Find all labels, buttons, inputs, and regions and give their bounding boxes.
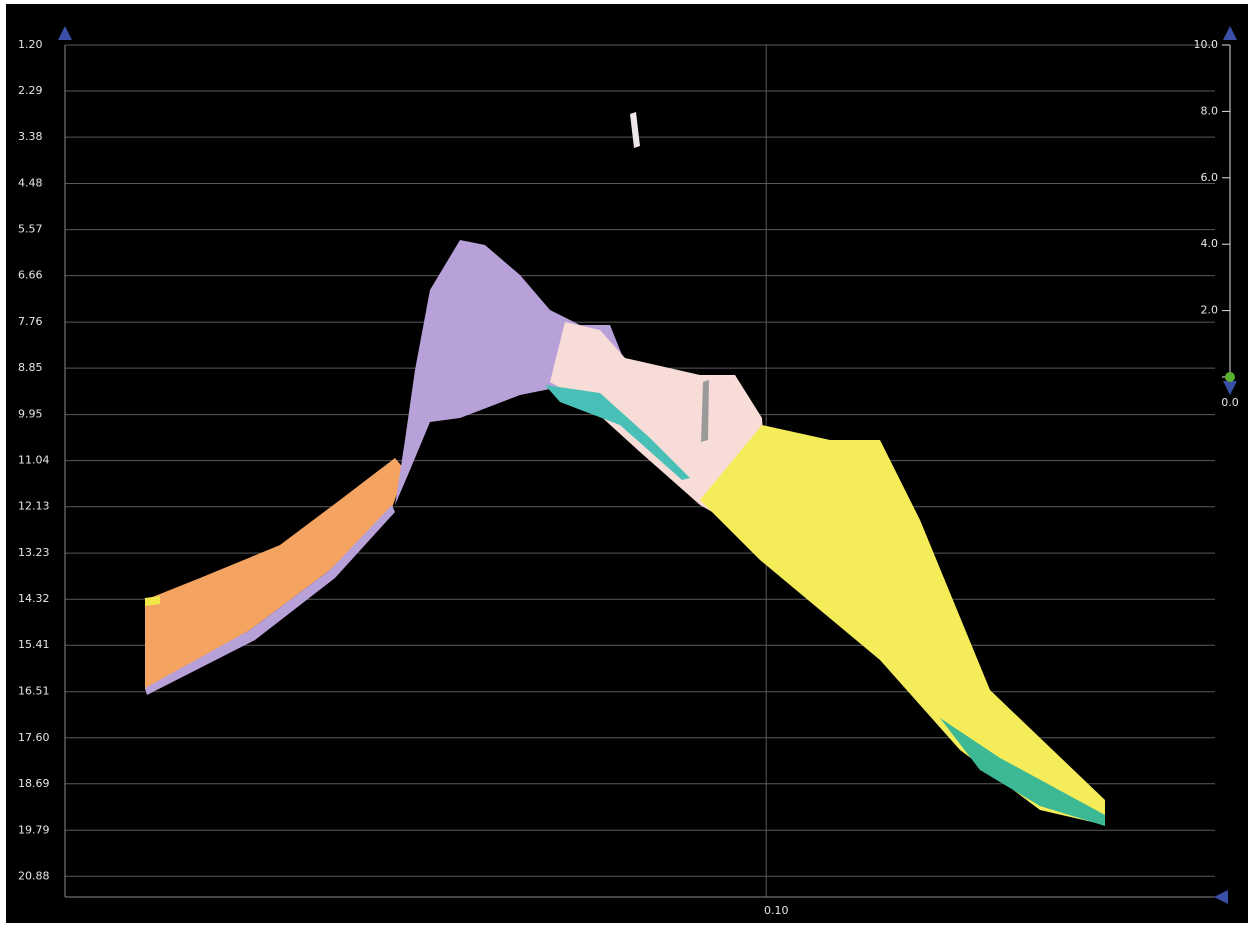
y-tick-label: 11.04: [18, 454, 50, 467]
y-tick-label: 7.76: [18, 315, 43, 328]
y-tick-label: 12.13: [18, 500, 50, 513]
y-tick-label: 20.88: [18, 869, 50, 882]
y-tick-label: 18.69: [18, 777, 50, 790]
y-tick-label: 17.60: [18, 731, 50, 744]
y-tick-label: 15.41: [18, 638, 50, 651]
y-tick-label: 1.20: [18, 38, 43, 51]
y-tick-label: 9.95: [18, 408, 43, 421]
y-tick-label: 19.79: [18, 823, 50, 836]
scale-tick-label: 6.0: [1201, 171, 1219, 184]
y-tick-label: 14.32: [18, 592, 50, 605]
y-tick-label: 13.23: [18, 546, 50, 559]
y-tick-label: 3.38: [18, 130, 43, 143]
scale-tick-label: 8.0: [1201, 104, 1219, 117]
y-tick-label: 6.66: [18, 269, 43, 282]
x-tick-label: 0.10: [764, 904, 789, 917]
y-tick-label: 2.29: [18, 84, 43, 97]
y-tick-label: 4.48: [18, 177, 43, 190]
scale-tick-label: 2.0: [1201, 304, 1219, 317]
y-tick-label: 16.51: [18, 685, 50, 698]
y-tick-label: 5.57: [18, 223, 43, 236]
scale-handle: [1225, 372, 1235, 382]
scale-tick-label: 0.0: [1221, 396, 1239, 409]
scale-tick-label: 10.0: [1194, 38, 1219, 51]
chart: 1.20 2.29 3.38 4.48 5.57 6.66 7.76 8.85 9.95 11.0…: [0, 0, 1254, 927]
y-tick-label: 8.85: [18, 361, 43, 374]
scale-tick-label: 4.0: [1201, 237, 1219, 250]
